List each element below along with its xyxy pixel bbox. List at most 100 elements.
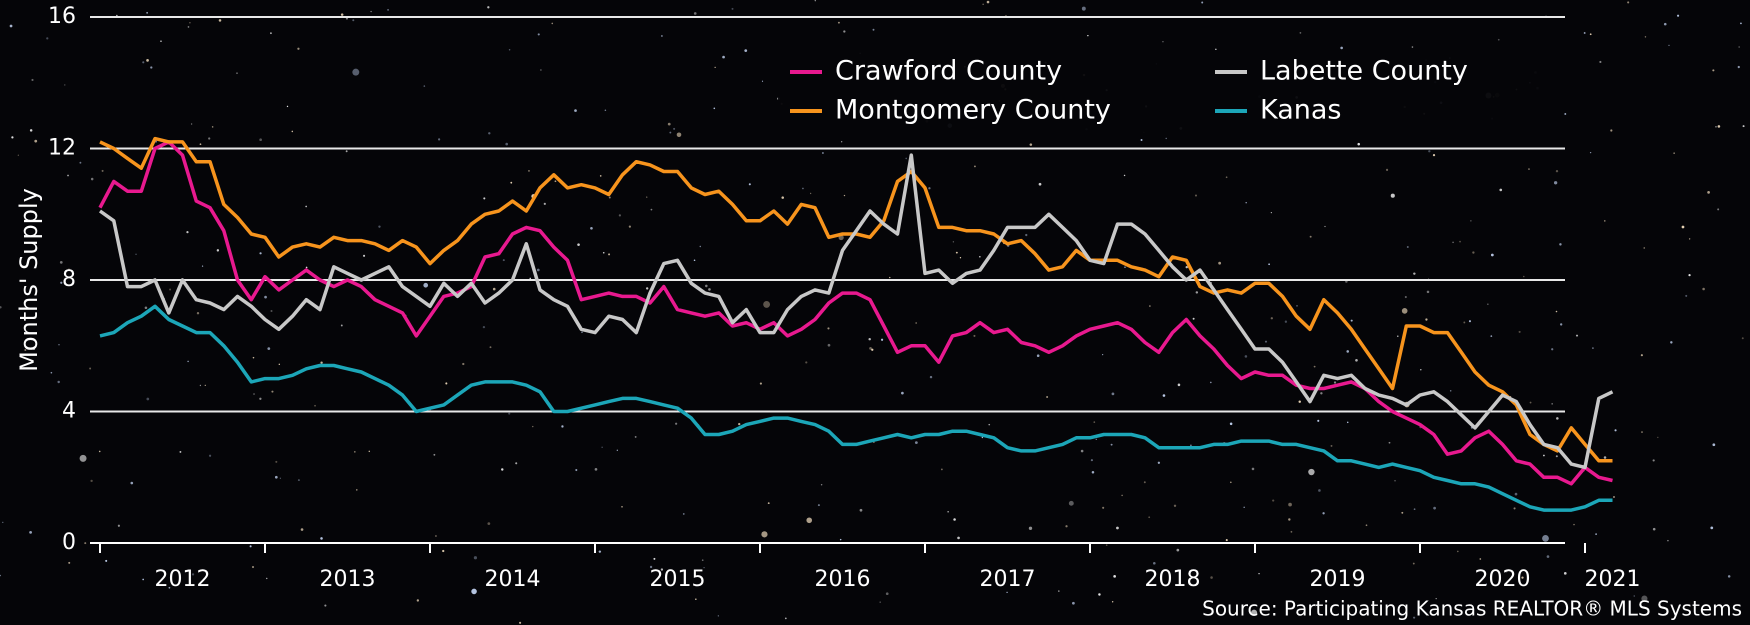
star <box>806 517 812 523</box>
star <box>802 188 804 190</box>
star <box>1743 125 1745 127</box>
star <box>270 310 272 312</box>
star <box>1560 323 1562 325</box>
star <box>1420 369 1421 370</box>
star <box>1412 46 1414 48</box>
star <box>1092 471 1095 474</box>
star <box>90 480 92 482</box>
star <box>46 37 48 39</box>
star <box>341 324 343 326</box>
star <box>483 326 485 328</box>
star <box>574 109 577 112</box>
star <box>1738 46 1740 48</box>
star <box>815 0 816 1</box>
star <box>130 482 133 485</box>
star <box>608 253 610 255</box>
star <box>860 509 863 512</box>
star <box>493 288 496 291</box>
star <box>928 187 930 189</box>
star <box>1470 220 1471 221</box>
star <box>352 69 359 76</box>
star <box>1685 295 1687 297</box>
y-tick-label: 4 <box>62 399 76 424</box>
star <box>1433 154 1435 156</box>
star <box>1576 335 1578 337</box>
star <box>973 335 975 337</box>
star <box>370 11 371 12</box>
star <box>763 301 770 308</box>
star <box>1124 266 1125 267</box>
star <box>868 338 870 340</box>
star <box>661 35 663 37</box>
star <box>1728 575 1731 578</box>
star <box>1153 562 1156 565</box>
star <box>590 227 593 230</box>
star <box>1463 322 1465 324</box>
star <box>537 269 540 272</box>
star <box>1322 512 1324 514</box>
star <box>880 601 881 602</box>
star <box>1556 311 1558 313</box>
star <box>732 8 734 10</box>
star <box>1564 572 1567 575</box>
star <box>1551 348 1553 350</box>
star <box>1389 442 1391 444</box>
star <box>599 550 601 552</box>
star <box>915 441 918 444</box>
star <box>1689 238 1690 239</box>
star <box>1299 400 1301 402</box>
star <box>1556 170 1558 172</box>
star <box>947 511 949 513</box>
star <box>1144 481 1146 483</box>
y-axis-label: Months' Supply <box>15 188 43 372</box>
star <box>979 256 981 258</box>
star <box>1428 150 1430 152</box>
star <box>99 451 101 453</box>
star <box>603 252 605 254</box>
star <box>259 252 261 254</box>
star <box>1106 544 1108 546</box>
star <box>982 4 983 5</box>
star <box>490 346 492 348</box>
star <box>841 141 842 142</box>
star <box>1677 15 1679 17</box>
star <box>354 451 356 453</box>
star <box>1082 7 1086 11</box>
x-tick-label: 2019 <box>1310 567 1366 592</box>
star <box>189 22 190 23</box>
star <box>1667 540 1669 542</box>
star <box>621 506 623 508</box>
star <box>840 539 841 540</box>
star <box>217 249 219 251</box>
star <box>1165 138 1166 139</box>
star <box>505 143 508 146</box>
star <box>1244 507 1245 508</box>
star <box>1215 49 1216 50</box>
star <box>1413 272 1415 274</box>
star <box>57 381 59 383</box>
star <box>1124 175 1125 176</box>
star <box>1148 516 1150 518</box>
star <box>145 307 148 310</box>
star <box>974 166 976 168</box>
star <box>1245 355 1248 358</box>
star <box>529 278 531 280</box>
star <box>275 476 278 479</box>
star <box>1738 66 1740 68</box>
star <box>1641 431 1643 433</box>
star <box>930 376 932 378</box>
star <box>519 622 521 624</box>
star <box>1331 445 1333 447</box>
star <box>762 81 763 82</box>
star <box>259 398 261 400</box>
star <box>253 357 255 359</box>
star <box>423 283 428 288</box>
star <box>1499 189 1502 192</box>
star <box>1355 359 1358 362</box>
star <box>200 143 202 145</box>
star <box>1487 304 1488 305</box>
star <box>1065 525 1067 527</box>
star <box>160 40 162 42</box>
star <box>1528 168 1530 170</box>
star <box>142 61 144 63</box>
